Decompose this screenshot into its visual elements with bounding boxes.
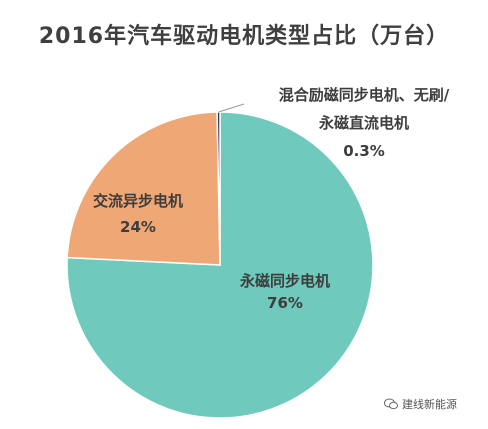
slice-label-2: 永磁直流电机: [318, 114, 409, 132]
slice-label-2: 混合励磁同步电机、无刷/: [279, 86, 450, 104]
watermark-text: 建线新能源: [402, 398, 457, 411]
pie-slice-1: [66, 111, 221, 266]
slice-label-0: 永磁同步电机: [239, 272, 330, 290]
slice-value-label-0: 76%: [267, 294, 303, 312]
leader-line: [218, 103, 245, 113]
wechat-icon: [384, 398, 398, 410]
slice-value-label-1: 24%: [120, 218, 156, 236]
pie-slice-0: [66, 111, 374, 419]
watermark: 建线新能源: [384, 396, 457, 412]
chart-title: 2016年汽车驱动电机类型占比（万台）: [38, 24, 450, 49]
slice-label-1: 交流异步电机: [93, 192, 183, 210]
slice-value-label-2: 0.3%: [343, 142, 385, 160]
